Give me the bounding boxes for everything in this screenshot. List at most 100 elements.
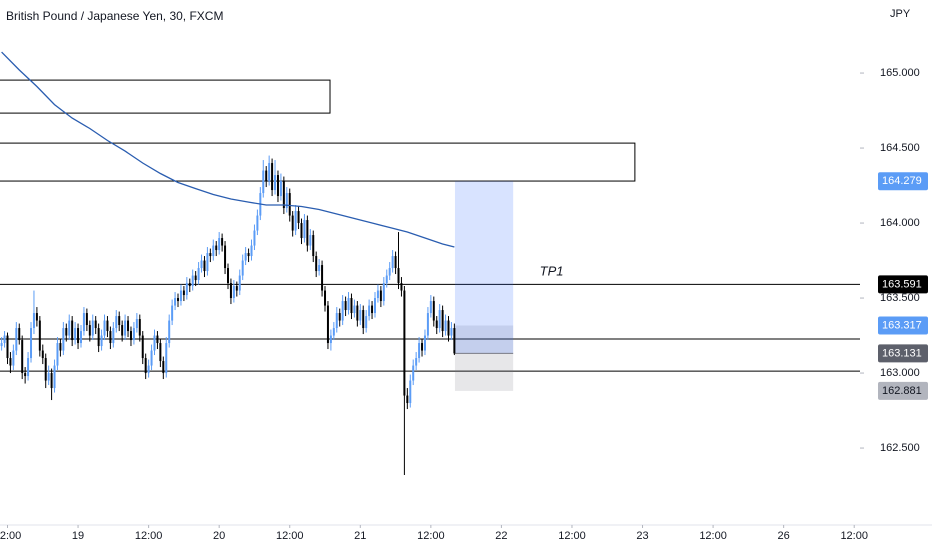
candle-body bbox=[94, 320, 97, 329]
candle-body bbox=[350, 298, 353, 314]
candle-body bbox=[62, 328, 65, 351]
y-tick-label: 163.500 bbox=[880, 292, 920, 304]
price-label-box bbox=[878, 344, 928, 363]
candle-body bbox=[177, 298, 180, 302]
candle-body bbox=[297, 211, 300, 224]
price-label-box bbox=[878, 172, 928, 191]
zone bbox=[0, 142, 636, 182]
candle-body bbox=[85, 313, 88, 326]
candle-body bbox=[56, 343, 59, 366]
candle-body bbox=[394, 256, 397, 269]
candle-body bbox=[271, 163, 274, 191]
candle-body bbox=[65, 328, 68, 336]
candle-body bbox=[391, 256, 394, 269]
plot-area: TP1 bbox=[0, 51, 860, 476]
candle-body bbox=[138, 319, 141, 336]
candle-body bbox=[403, 290, 406, 396]
x-tick-label: 12:00 bbox=[558, 530, 586, 542]
candle-body bbox=[191, 275, 194, 287]
candle-body bbox=[332, 328, 335, 336]
candle-body bbox=[406, 395, 409, 404]
candle-body bbox=[147, 365, 150, 374]
candle-body bbox=[144, 358, 147, 374]
candle-body bbox=[197, 268, 200, 281]
candle-body bbox=[24, 373, 27, 377]
candle-body bbox=[150, 350, 153, 366]
candle-body bbox=[288, 193, 291, 216]
candle-body bbox=[194, 275, 197, 281]
candle-body bbox=[21, 340, 24, 374]
candle-body bbox=[344, 301, 347, 311]
candle-body bbox=[91, 320, 94, 336]
candle-body bbox=[35, 313, 38, 321]
price-label-box bbox=[878, 316, 928, 335]
candle-body bbox=[368, 305, 371, 317]
x-tick-label: 20 bbox=[213, 530, 225, 542]
candle-body bbox=[41, 350, 44, 359]
candle-body bbox=[247, 253, 250, 257]
candle-body bbox=[453, 328, 456, 354]
candle-body bbox=[321, 265, 324, 291]
candle-body bbox=[318, 265, 321, 272]
x-tick-label: 12:00 bbox=[276, 530, 304, 542]
candle-body bbox=[312, 235, 315, 257]
candle-body bbox=[241, 260, 244, 276]
candle-body bbox=[238, 275, 241, 291]
chart-title: British Pound / Japanese Yen, 30, FXCM bbox=[6, 9, 223, 23]
candle-body bbox=[262, 170, 265, 194]
candle-body bbox=[309, 235, 312, 246]
candle-body bbox=[256, 215, 259, 231]
candle-body bbox=[124, 320, 127, 336]
candle-body bbox=[203, 260, 206, 272]
candle-body bbox=[253, 230, 256, 246]
candle-body bbox=[335, 313, 338, 329]
candle-body bbox=[329, 335, 332, 344]
x-tick-label: 12:00 bbox=[0, 530, 21, 542]
candle-body bbox=[324, 290, 327, 306]
candle-body bbox=[300, 223, 303, 239]
candle-body bbox=[353, 305, 356, 314]
candle-body bbox=[388, 268, 391, 276]
price-label-box bbox=[878, 275, 928, 294]
candle-body bbox=[118, 316, 121, 326]
candle-body bbox=[250, 245, 253, 257]
candle-body bbox=[79, 331, 82, 344]
candle-body bbox=[74, 328, 77, 341]
candle-body bbox=[159, 343, 162, 362]
candle-body bbox=[121, 325, 124, 336]
candle-body bbox=[426, 313, 429, 336]
candle-body bbox=[50, 373, 53, 389]
candle-body bbox=[135, 319, 138, 329]
x-tick-label: 22 bbox=[495, 530, 507, 542]
y-tick-label: 163.000 bbox=[880, 367, 920, 379]
candle-body bbox=[376, 290, 379, 299]
candle-body bbox=[400, 283, 403, 291]
position-current bbox=[454, 325, 514, 354]
candle-body bbox=[127, 320, 130, 332]
candle-body bbox=[347, 298, 350, 311]
currency-label: JPY bbox=[890, 8, 911, 20]
candle-body bbox=[174, 298, 177, 306]
candle-body bbox=[103, 320, 106, 336]
candle-body bbox=[338, 313, 341, 321]
candle-body bbox=[359, 310, 362, 321]
zone bbox=[0, 79, 331, 114]
candle-body bbox=[268, 163, 271, 182]
candle-body bbox=[432, 301, 435, 321]
candle-body bbox=[412, 365, 415, 381]
y-tick-label: 162.500 bbox=[880, 442, 920, 454]
candle-body bbox=[326, 305, 329, 344]
candle-body bbox=[44, 358, 47, 381]
candle-body bbox=[165, 343, 168, 374]
candle-body bbox=[82, 313, 85, 332]
candle-body bbox=[53, 365, 56, 389]
candle-body bbox=[438, 310, 441, 329]
candle-body bbox=[373, 298, 376, 314]
candle-body bbox=[0, 343, 3, 347]
candle-body bbox=[285, 193, 288, 209]
candle-body bbox=[171, 305, 174, 321]
candle-body bbox=[221, 238, 224, 246]
x-tick-label: 12:00 bbox=[417, 530, 445, 542]
candle-body bbox=[6, 335, 9, 359]
candle-body bbox=[100, 335, 103, 347]
